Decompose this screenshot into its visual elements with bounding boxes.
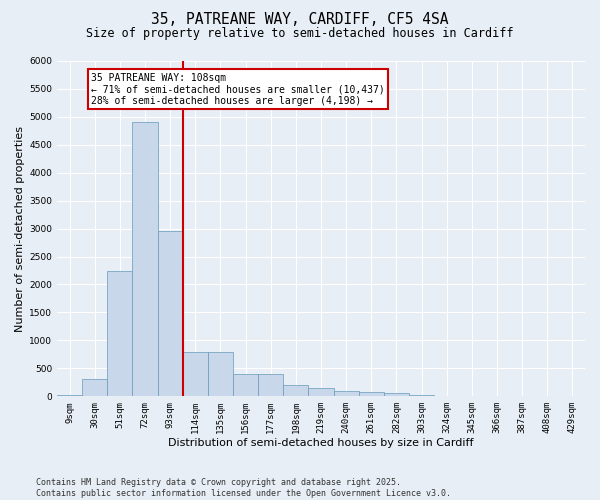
Text: Contains HM Land Registry data © Crown copyright and database right 2025.
Contai: Contains HM Land Registry data © Crown c… (36, 478, 451, 498)
Bar (283, 385, 308, 396)
Bar (107, 270, 133, 396)
Text: Size of property relative to semi-detached houses in Cardiff: Size of property relative to semi-detach… (86, 28, 514, 40)
Bar (183, 352, 208, 396)
Text: 35 PATREANE WAY: 108sqm
← 71% of semi-detached houses are smaller (10,437)
28% o: 35 PATREANE WAY: 108sqm ← 71% of semi-de… (91, 72, 385, 106)
Bar (158, 232, 183, 396)
Bar (133, 122, 158, 396)
Bar (82, 380, 107, 396)
Bar (258, 374, 283, 396)
Bar (359, 392, 384, 396)
Bar (233, 374, 258, 396)
Bar (334, 390, 359, 396)
X-axis label: Distribution of semi-detached houses by size in Cardiff: Distribution of semi-detached houses by … (168, 438, 474, 448)
Y-axis label: Number of semi-detached properties: Number of semi-detached properties (15, 126, 25, 332)
Bar (308, 388, 334, 396)
Bar (57, 395, 82, 396)
Text: 35, PATREANE WAY, CARDIFF, CF5 4SA: 35, PATREANE WAY, CARDIFF, CF5 4SA (151, 12, 449, 28)
Bar (208, 352, 233, 396)
Bar (384, 394, 409, 396)
Bar (409, 394, 434, 396)
